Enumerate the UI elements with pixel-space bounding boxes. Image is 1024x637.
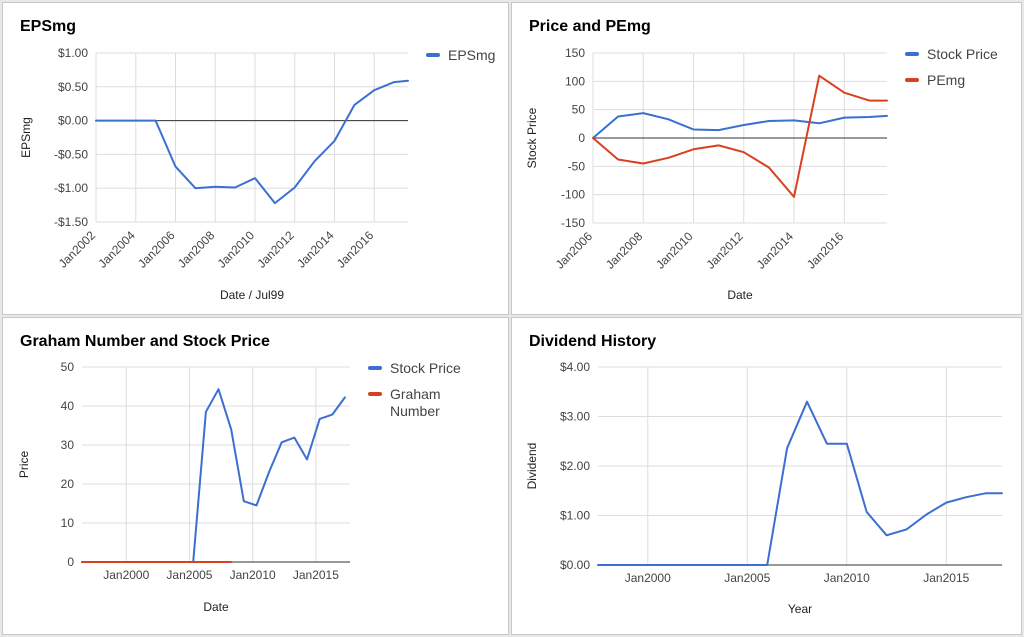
y-axis-title: Stock Price <box>525 107 539 168</box>
x-tick-label: Jan2014 <box>754 229 797 272</box>
x-tick-label: Jan2015 <box>293 568 339 582</box>
y-axis-title: Price <box>17 451 31 479</box>
eps-chart-title: EPSmg <box>20 18 77 35</box>
x-tick-label: Jan2014 <box>294 228 337 271</box>
y-tick-label: 50 <box>61 360 75 374</box>
series-line <box>592 74 888 198</box>
y-tick-label: $1.00 <box>560 509 590 523</box>
x-tick-label: Jan2006 <box>135 228 178 271</box>
graham-chart-title: Graham Number and Stock Price <box>20 333 270 350</box>
x-tick-label: Jan2012 <box>703 229 746 272</box>
price-pe-chart-title: Price and PEmg <box>529 18 651 35</box>
y-tick-label: $0.50 <box>58 80 88 94</box>
x-axis-title: Date / Jul99 <box>220 288 284 302</box>
x-tick-label: Jan2010 <box>653 229 696 272</box>
series-line <box>592 112 888 139</box>
x-tick-label: Jan2010 <box>215 228 258 271</box>
y-tick-label: 50 <box>572 103 586 117</box>
x-tick-label: Jan2000 <box>103 568 149 582</box>
y-tick-label: $4.00 <box>560 360 590 374</box>
x-tick-label: Jan2005 <box>166 568 212 582</box>
price-pe-chart-panel: Price and PEmg 150 100 50 0 -50 -100 -150 Jan20… <box>511 2 1022 315</box>
x-axis-title: Date <box>203 600 229 614</box>
x-tick-label: Jan2016 <box>804 229 847 272</box>
graham-chart: 50 40 30 20 10 0 Jan2000 Jan2005 Jan2010 Jan2015 D… <box>17 360 461 614</box>
y-tick-label: $0.00 <box>58 114 88 128</box>
x-tick-label: Jan2008 <box>603 229 646 272</box>
y-tick-label: -50 <box>568 159 586 173</box>
x-tick-label: Jan2010 <box>230 568 276 582</box>
y-tick-label: -$0.50 <box>54 147 88 161</box>
dividend-chart-title: Dividend History <box>529 333 657 350</box>
y-tick-label: $2.00 <box>560 459 590 473</box>
x-tick-label: Jan2006 <box>553 229 596 272</box>
legend-label: PEmg <box>927 72 965 88</box>
series-line <box>597 400 1003 566</box>
y-tick-label: 0 <box>578 131 585 145</box>
y-tick-label: 150 <box>565 46 585 60</box>
y-tick-label: 40 <box>61 399 75 413</box>
series-line <box>95 79 409 205</box>
eps-chart: $1.00 $0.50 $0.00 -$0.50 -$1.00 -$1.50Jan2002… <box>19 46 495 302</box>
y-tick-label: 20 <box>61 477 75 491</box>
x-tick-label: Jan2005 <box>724 571 770 585</box>
legend-label: EPSmg <box>448 47 495 63</box>
dividend-chart: $4.00 $3.00 $2.00 $1.00 $0.00 Jan2000 Jan2005 J… <box>525 360 1003 616</box>
y-axis-title: Dividend <box>525 443 539 490</box>
legend-label: Graham <box>390 386 441 402</box>
y-tick-label: $0.00 <box>560 558 590 572</box>
legend-label: Stock Price <box>927 46 998 62</box>
y-tick-label: -100 <box>561 188 585 202</box>
y-tick-label: 0 <box>67 555 74 569</box>
x-tick-label: Jan2002 <box>56 228 99 271</box>
y-tick-label: $3.00 <box>560 410 590 424</box>
x-tick-label: Jan2004 <box>95 228 138 271</box>
x-tick-label: Jan2016 <box>334 228 377 271</box>
graham-chart-panel: Graham Number and Stock Price 50 40 30 20 10… <box>2 317 509 635</box>
x-axis-title: Year <box>788 602 812 616</box>
y-tick-label: 100 <box>565 74 585 88</box>
y-tick-label: $1.00 <box>58 46 88 60</box>
eps-chart-panel: EPSmg $1.00 $0.50 $0.00 -$0.50 -$1.00 -$1.50 J… <box>2 2 509 315</box>
x-tick-label: Jan2012 <box>254 228 297 271</box>
dividend-chart-panel: Dividend History $4.00 $3.00 $2.00 $1.00 $0.… <box>511 317 1022 635</box>
x-tick-label: Jan2010 <box>824 571 870 585</box>
y-tick-label: -$1.50 <box>54 215 88 229</box>
x-tick-label: Jan2015 <box>923 571 969 585</box>
series-line <box>81 388 346 563</box>
y-tick-label: -$1.00 <box>54 181 88 195</box>
x-axis-title: Date <box>727 288 753 302</box>
legend-label: Stock Price <box>390 360 461 376</box>
y-tick-label: 10 <box>61 516 75 530</box>
x-tick-label: Jan2008 <box>175 228 218 271</box>
y-tick-label: 30 <box>61 438 75 452</box>
y-tick-label: -150 <box>561 216 585 230</box>
y-axis-title: EPSmg <box>19 117 33 158</box>
legend-label: Number <box>390 403 440 419</box>
x-tick-label: Jan2000 <box>625 571 671 585</box>
